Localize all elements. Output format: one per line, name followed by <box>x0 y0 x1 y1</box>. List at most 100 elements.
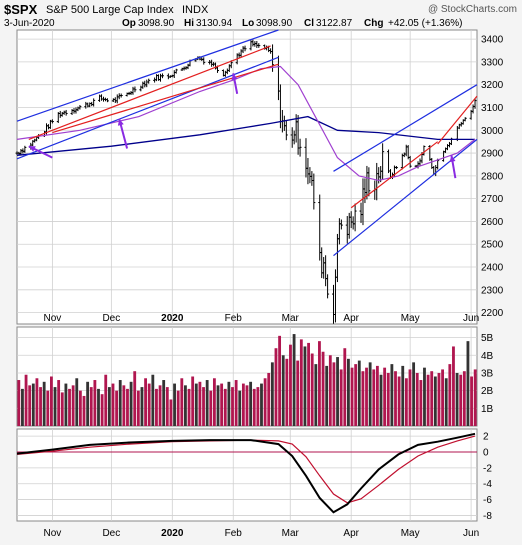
x-tick-label: Nov <box>43 313 61 324</box>
volume-bar <box>107 387 111 426</box>
index-name: S&P 500 Large Cap Index <box>46 4 174 16</box>
volume-bar <box>180 378 184 426</box>
volume-bar <box>437 372 441 426</box>
volume-bar <box>328 355 332 426</box>
volume-bar <box>466 341 470 426</box>
volume-bar <box>343 348 347 426</box>
volume-bar <box>176 390 180 426</box>
volume-bar <box>162 380 166 426</box>
annotation-arrowhead <box>449 155 456 163</box>
recent-trend-line <box>437 95 478 145</box>
close-label: Cl <box>304 18 314 29</box>
x-tick-label: May <box>401 313 420 324</box>
price-y-tick-label: 3100 <box>481 103 504 114</box>
lower-trend-line <box>52 63 279 134</box>
price-y-tick-label: 2900 <box>481 149 504 160</box>
x-tick-label: May <box>401 528 420 539</box>
volume-bar <box>372 369 376 426</box>
volume-bar <box>350 367 354 426</box>
volume-bar <box>173 383 176 426</box>
volume-bar <box>314 364 318 426</box>
macd-y-tick-label: 2 <box>483 432 489 443</box>
volume-bar <box>227 381 231 426</box>
annotation-arrowhead <box>117 118 124 126</box>
x-tick-label: Mar <box>282 313 300 324</box>
change-label: Chg <box>364 18 383 29</box>
volume-bar <box>111 383 115 426</box>
x-tick-label: Jun <box>463 528 479 539</box>
volume-bar <box>89 387 93 426</box>
volume-bar <box>455 372 459 426</box>
volume-bar <box>155 388 158 426</box>
macd-y-tick-label: -4 <box>483 479 492 490</box>
volume-bar <box>191 376 195 426</box>
volume-bar <box>28 385 32 426</box>
volume-bar <box>144 378 147 426</box>
price-y-tick-label: 3000 <box>481 126 504 137</box>
volume-bar <box>39 387 42 426</box>
volume-bar <box>299 339 303 426</box>
volume-bar <box>49 376 53 426</box>
macd-y-tick-label: -6 <box>483 495 492 506</box>
ma200-line <box>16 115 475 156</box>
volume-y-tick-label: 4B <box>481 351 494 362</box>
x-tick-label: Feb <box>225 313 243 324</box>
volume-bar <box>220 383 224 426</box>
volume-bar <box>325 365 329 426</box>
volume-bar <box>433 376 437 426</box>
volume-bar <box>394 371 397 426</box>
macd-y-tick-label: -2 <box>483 463 492 474</box>
volume-bar <box>441 369 445 426</box>
volume-bar <box>357 360 361 426</box>
volume-bar <box>470 376 473 426</box>
volume-bar <box>234 380 238 426</box>
lower-channel-line <box>16 56 279 160</box>
price-y-tick-label: 2400 <box>481 263 504 274</box>
volume-bar <box>31 383 35 426</box>
volume-bar <box>241 383 245 426</box>
volume-bar <box>100 394 104 426</box>
volume-bar <box>122 385 126 426</box>
volume-bar <box>165 387 169 426</box>
volume-bar <box>82 395 86 426</box>
volume-bar <box>459 374 463 426</box>
volume-bar <box>426 374 430 426</box>
upper-channel-line <box>16 29 279 122</box>
volume-bar <box>321 351 325 426</box>
price-y-tick-label: 2600 <box>481 217 504 228</box>
volume-bar <box>216 385 220 426</box>
volume-bar <box>223 388 227 426</box>
change-value: +42.05 (+1.36%) <box>388 18 463 29</box>
price-y-tick-label: 2800 <box>481 171 504 182</box>
volume-bar <box>238 390 242 426</box>
price-y-tick-label: 3300 <box>481 57 504 68</box>
panel-3 <box>16 428 478 522</box>
volume-bar <box>24 374 28 426</box>
volume-bar <box>198 381 202 426</box>
volume-bar <box>390 364 394 426</box>
volume-bar <box>57 380 61 426</box>
volume-bar <box>231 387 234 426</box>
x-tick-label: Dec <box>102 528 120 539</box>
close-value: 3122.87 <box>316 18 353 29</box>
panel-1 <box>16 29 478 325</box>
volume-bar <box>252 388 256 426</box>
volume-bar <box>404 378 408 426</box>
volume-bar <box>42 381 46 426</box>
x-tick-label: Apr <box>343 313 359 324</box>
volume-bar <box>263 378 267 426</box>
credit-text: @ StockCharts.com <box>428 4 517 15</box>
volume-bar <box>332 362 336 426</box>
volume-bar <box>184 385 187 426</box>
macd-line <box>16 432 476 514</box>
volume-bar <box>415 372 419 426</box>
macd-y-tick-label: 0 <box>483 448 489 459</box>
volume-bar <box>318 341 321 426</box>
volume-bar <box>169 399 173 426</box>
volume-bar <box>35 378 39 426</box>
volume-bar <box>115 390 119 426</box>
x-tick-label: Jun <box>463 313 479 324</box>
exchange: INDX <box>182 4 209 16</box>
volume-bar <box>408 369 412 426</box>
volume-bar <box>292 334 296 426</box>
